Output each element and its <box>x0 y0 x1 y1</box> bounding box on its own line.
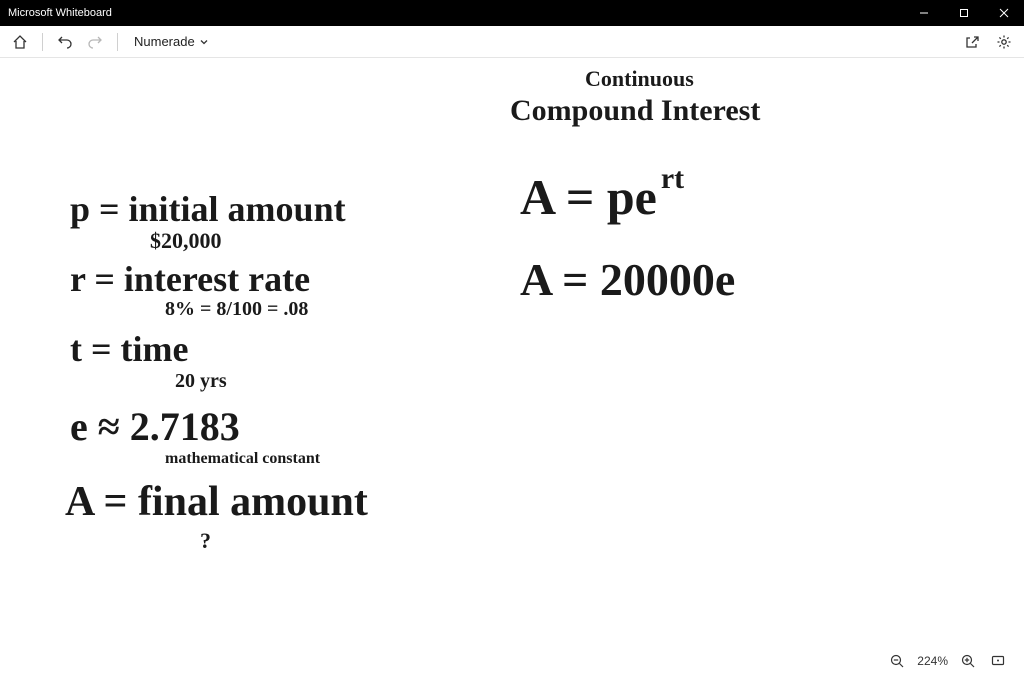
fit-screen-button[interactable] <box>988 651 1008 671</box>
e-note: mathematical constant <box>165 450 320 468</box>
zoom-in-button[interactable] <box>958 651 978 671</box>
e-def: e ≈ 2.7183 <box>70 403 240 450</box>
maximize-button[interactable] <box>944 0 984 26</box>
titlebar: Microsoft Whiteboard <box>0 0 1024 26</box>
board-name-dropdown[interactable]: Numerade <box>128 32 215 51</box>
settings-button[interactable] <box>992 30 1016 54</box>
undo-button[interactable] <box>53 30 77 54</box>
separator <box>117 33 118 51</box>
t-val: 20 yrs <box>175 370 227 393</box>
board-name-label: Numerade <box>134 34 195 49</box>
share-button[interactable] <box>960 30 984 54</box>
p-def: p = initial amount <box>70 188 346 230</box>
a-def: A = final amount <box>65 478 368 526</box>
p-val: $20,000 <box>150 228 222 254</box>
redo-button[interactable] <box>83 30 107 54</box>
r-def: r = interest rate <box>70 258 310 300</box>
chevron-down-icon <box>199 37 209 47</box>
t-def: t = time <box>70 328 188 370</box>
formula1: A = pert <box>520 168 680 226</box>
a-note: ? <box>200 528 211 554</box>
heading-line2: Compound Interest <box>510 94 760 128</box>
heading-line1: Continuous <box>585 66 694 92</box>
whiteboard-canvas[interactable]: Continuous Compound Interest p = initial… <box>0 58 1024 682</box>
zoom-out-button[interactable] <box>887 651 907 671</box>
formula1-base: A = pe <box>520 169 657 225</box>
app-title: Microsoft Whiteboard <box>8 7 112 19</box>
formula1-exp: rt <box>661 162 684 195</box>
zoom-level: 224% <box>917 654 948 668</box>
home-button[interactable] <box>8 30 32 54</box>
r-val: 8% = 8/100 = .08 <box>165 298 308 321</box>
minimize-button[interactable] <box>904 0 944 26</box>
toolbar: Numerade <box>0 26 1024 58</box>
formula2: A = 20000e <box>520 253 735 306</box>
zoom-bar: 224% <box>881 648 1014 674</box>
close-button[interactable] <box>984 0 1024 26</box>
separator <box>42 33 43 51</box>
